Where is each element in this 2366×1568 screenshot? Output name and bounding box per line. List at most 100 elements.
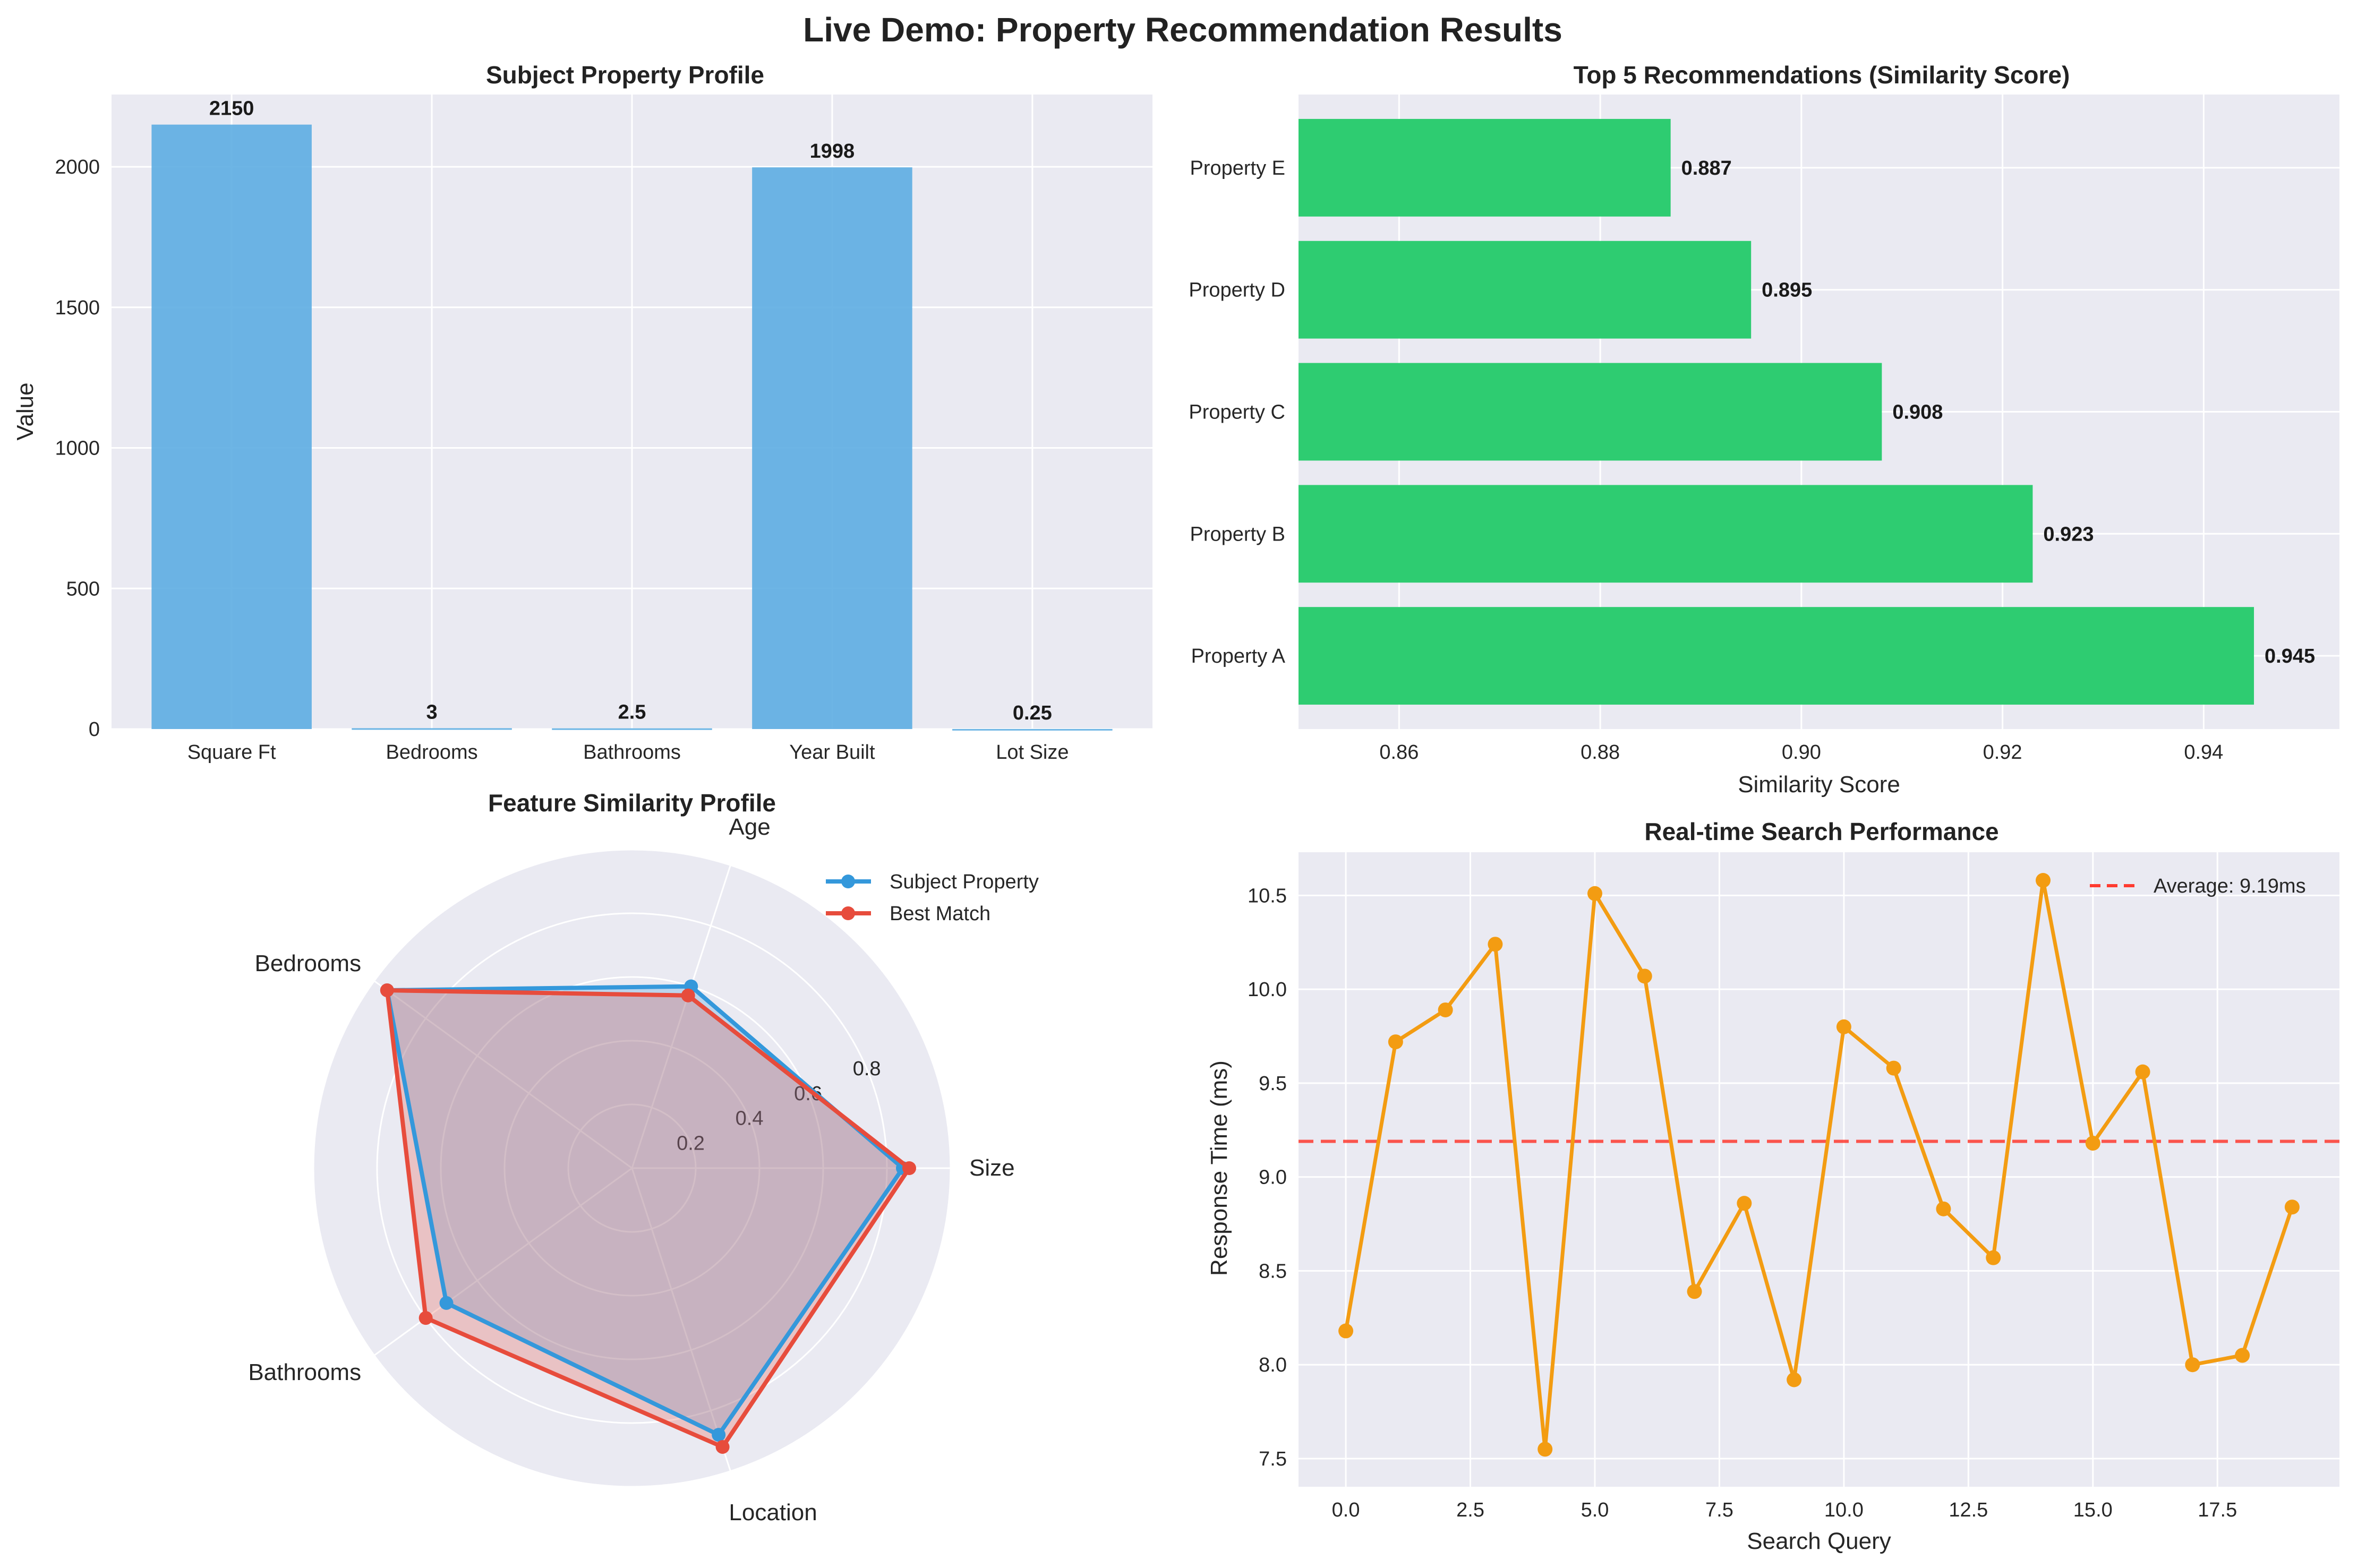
performance-legend-label: Average: 9.19ms — [2154, 875, 2306, 897]
recommendations-y-tick: Property C — [1189, 401, 1285, 424]
performance-y-ticks: 7.5 8.0 8.5 9.0 9.5 10.0 10.5 — [1248, 885, 1287, 1470]
subject-x-tick: Square Ft — [187, 741, 276, 764]
recommendations-data-label: 0.923 — [2043, 523, 2094, 545]
recommendations-y-tick: Property B — [1190, 523, 1285, 545]
radar-legend: Subject Property Best Match — [826, 871, 1039, 925]
subject-chart: Subject Property Profile 2150 3 2.5 1998 0.2… — [12, 61, 1152, 764]
response-time-point — [1986, 1250, 2001, 1265]
recommendations-chart-title: Top 5 Recommendations (Similarity Score) — [1574, 61, 2070, 89]
recommendations-x-tick: 0.88 — [1581, 741, 1620, 764]
subject-x-tick: Bedrooms — [386, 741, 477, 764]
radar-legend-label: Subject Property — [890, 871, 1039, 893]
subject-y-tick: 1500 — [55, 297, 100, 319]
response-time-point — [2284, 1199, 2300, 1215]
recommendations-data-label: 0.945 — [2265, 645, 2315, 667]
radar-point — [681, 988, 695, 1003]
recommendations-y-ticks: Property A Property B Property C Property D… — [1189, 157, 1285, 667]
performance-x-tick: 17.5 — [2198, 1499, 2237, 1521]
performance-x-tick: 12.5 — [1949, 1499, 1988, 1521]
radar-area — [387, 990, 909, 1447]
radar-plot: 0.20.40.60.8SizeAgeBedroomsBathroomsLoca… — [248, 814, 1014, 1526]
performance-plot-area — [1299, 852, 2339, 1487]
radar-area — [387, 986, 903, 1435]
performance-x-tick: 2.5 — [1456, 1499, 1484, 1521]
performance-x-axis-label: Search Query — [1747, 1528, 1891, 1554]
performance-chart-title: Real-time Search Performance — [1644, 818, 1998, 845]
recommendations-y-tick: Property A — [1191, 645, 1286, 667]
performance-y-tick: 8.5 — [1259, 1260, 1287, 1282]
response-time-point — [1687, 1284, 1702, 1299]
radar-legend-label: Best Match — [890, 903, 990, 925]
performance-y-tick: 8.0 — [1259, 1354, 1287, 1376]
subject-data-label: 2150 — [209, 98, 254, 120]
radar-axis-label: Bedrooms — [255, 950, 362, 976]
subject-y-tick: 1000 — [55, 438, 100, 460]
subject-y-tick: 2000 — [55, 156, 100, 178]
subject-bar — [352, 728, 512, 730]
performance-x-tick: 7.5 — [1705, 1499, 1733, 1521]
subject-bar — [151, 124, 312, 730]
radar-point — [439, 1296, 454, 1310]
response-time-point — [1538, 1442, 1553, 1457]
response-time-point — [1587, 886, 1602, 901]
radar-line — [385, 984, 905, 1437]
radar-axis-label: Location — [729, 1500, 817, 1526]
response-time-point — [1488, 937, 1503, 952]
recommendations-x-tick: 0.94 — [2184, 741, 2223, 764]
recommendations-x-tick: 0.86 — [1379, 741, 1419, 764]
recommendations-x-tick: 0.90 — [1782, 741, 1821, 764]
subject-y-ticks: 0 500 1000 1500 2000 — [55, 156, 100, 741]
recommendations-data-label: 0.887 — [1681, 157, 1732, 179]
response-time-point — [1836, 1019, 1851, 1034]
response-time-point — [1737, 1196, 1752, 1211]
performance-y-axis-label: Response Time (ms) — [1206, 1060, 1232, 1276]
response-time-point — [1338, 1323, 1354, 1339]
performance-x-tick: 10.0 — [1824, 1499, 1864, 1521]
response-time-point — [2135, 1064, 2150, 1079]
subject-data-label: 0.25 — [1013, 702, 1052, 724]
radar-axis-label: Bathrooms — [248, 1359, 361, 1385]
response-time-point — [1936, 1201, 1951, 1216]
performance-x-tick: 0.0 — [1332, 1499, 1360, 1521]
radar-line — [385, 988, 911, 1449]
performance-y-tick: 10.5 — [1248, 885, 1287, 907]
radar-spoke — [373, 1167, 633, 1356]
radar-r-tick: 0.2 — [677, 1132, 705, 1154]
response-time-point — [2085, 1136, 2100, 1151]
recommendations-x-axis-label: Similarity Score — [1738, 772, 1900, 798]
subject-x-tick: Lot Size — [996, 741, 1069, 764]
recommendations-y-tick: Property E — [1190, 157, 1285, 179]
recommendations-chart: Top 5 Recommendations (Similarity Score)… — [1189, 61, 2339, 798]
performance-x-ticks: 0.0 2.5 5.0 7.5 10.0 12.5 15.0 17.5 — [1332, 1499, 2237, 1521]
radar-point — [418, 1311, 433, 1325]
response-time-point — [1438, 1002, 1453, 1017]
recommendations-x-tick: 0.92 — [1983, 741, 2022, 764]
recommendations-x-ticks: 0.86 0.88 0.90 0.92 0.94 — [1379, 741, 2223, 764]
performance-y-tick: 9.0 — [1259, 1167, 1287, 1189]
radar-legend-marker — [841, 875, 855, 888]
performance-y-tick: 7.5 — [1259, 1448, 1287, 1470]
figure-title: Live Demo: Property Recommendation Resul… — [803, 11, 1562, 49]
radar-axis-label: Size — [969, 1155, 1015, 1181]
performance-x-tick: 15.0 — [2073, 1499, 2113, 1521]
subject-data-label: 3 — [426, 701, 438, 723]
response-time-point — [1637, 969, 1652, 984]
subject-y-axis-label: Value — [12, 382, 38, 440]
subject-bar — [752, 167, 912, 730]
radar-r-tick: 0.4 — [736, 1108, 764, 1130]
radar-spoke — [631, 864, 731, 1169]
subject-data-label: 1998 — [810, 140, 855, 162]
subject-x-tick: Bathrooms — [583, 741, 681, 764]
recommendations-bar — [1299, 241, 1752, 339]
recommendations-data-label: 0.908 — [1892, 401, 1943, 424]
radar-spoke — [373, 980, 633, 1169]
subject-y-tick: 500 — [66, 578, 100, 600]
performance-gridlines — [1299, 852, 2339, 1487]
subject-bars — [151, 124, 1113, 731]
radar-chart: Feature Similarity Profile 0.20.40.60.8S… — [248, 789, 1039, 1526]
radar-chart-title: Feature Similarity Profile — [488, 789, 776, 817]
performance-x-tick: 5.0 — [1581, 1499, 1609, 1521]
response-time-point — [2185, 1357, 2200, 1373]
recommendations-bar — [1299, 118, 1671, 217]
